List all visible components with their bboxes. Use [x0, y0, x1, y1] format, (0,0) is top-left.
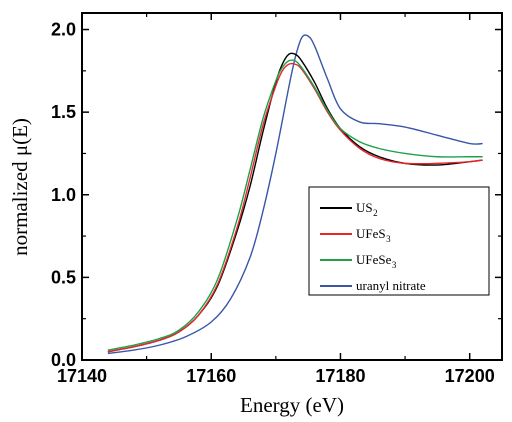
legend-label-subscript: 2 [373, 208, 378, 218]
series-line-ufese3 [107, 59, 483, 351]
series-line-ufes3 [107, 62, 483, 353]
x-axis-label: Energy (eV) [240, 393, 344, 417]
x-tick-label: 17140 [57, 366, 107, 386]
legend-box [308, 186, 490, 296]
x-tick-label: 17200 [445, 366, 495, 386]
legend-label: US [356, 200, 373, 215]
y-tick-label: 0.0 [51, 350, 76, 370]
y-tick-label: 0.5 [51, 267, 76, 287]
legend-label-subscript: 3 [386, 234, 391, 244]
x-tick-label: 17180 [315, 366, 365, 386]
x-tick-labels: 17140 17160 17180 17200 [57, 366, 495, 386]
legend-label-subscript: 3 [392, 260, 397, 270]
y-tick-label: 1.5 [51, 102, 76, 122]
y-tick-label: 2.0 [51, 20, 76, 40]
legend-label: UFeSe [356, 252, 392, 267]
x-tick-label: 17160 [186, 366, 236, 386]
plot-frame [81, 12, 503, 361]
legend-label: UFeS [356, 226, 386, 241]
series-line-uranyl-nitrate [107, 34, 483, 355]
y-axis-label: normalized μ(E) [8, 118, 32, 256]
series-lines [107, 34, 483, 355]
legend-label: uranyl nitrate [356, 278, 426, 293]
y-tick-labels: 0.0 0.5 1.0 1.5 2.0 [51, 20, 76, 370]
y-tick-label: 1.0 [51, 185, 76, 205]
